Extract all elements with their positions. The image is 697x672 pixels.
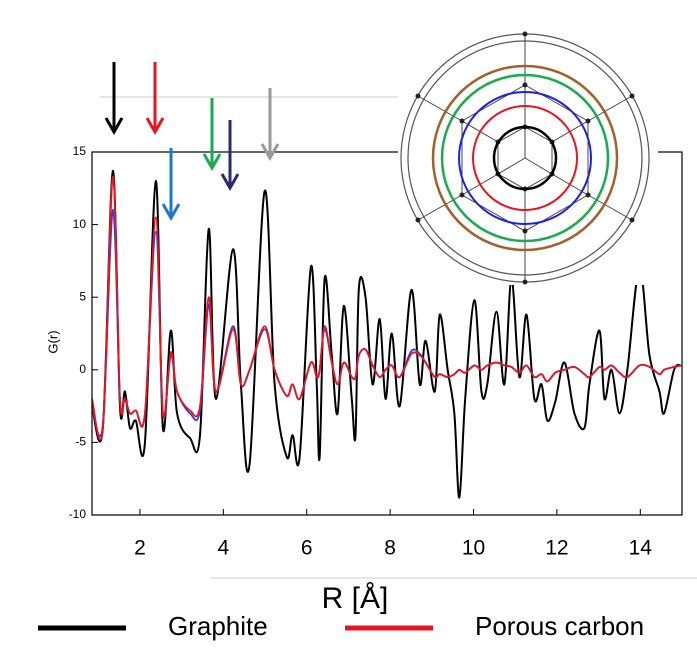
x-tick-label: 12 [545,537,568,560]
y-tick-label: 10 [73,217,87,231]
plot-frame [91,151,683,516]
x-axis-label: R [Å] [322,582,389,615]
arrows [104,62,280,222]
y-tick-label: 15 [73,144,87,158]
legend: Graphite Porous carbon [38,611,644,641]
legend-label: Graphite [168,611,268,641]
legend-label: Porous carbon [475,611,644,641]
y-tick-label: -10 [69,507,87,521]
series-line [91,175,682,441]
plot-area: -10 -5 0 5 10 15 2 4 6 8 10 12 14 [69,144,682,560]
x-tick-label: 4 [217,537,229,560]
inset-diagram [398,0,658,285]
y-tick-label: 5 [79,289,86,303]
x-tick-label: 14 [629,537,653,560]
x-tick-label: 2 [134,537,146,560]
y-axis-label: G(r) [45,330,60,353]
y-tick-label: 0 [79,362,86,376]
x-tick-label: 6 [301,537,313,560]
x-tick-label: 8 [384,537,396,560]
x-tick-label: 10 [462,537,485,560]
y-tick-label: -5 [75,435,86,449]
